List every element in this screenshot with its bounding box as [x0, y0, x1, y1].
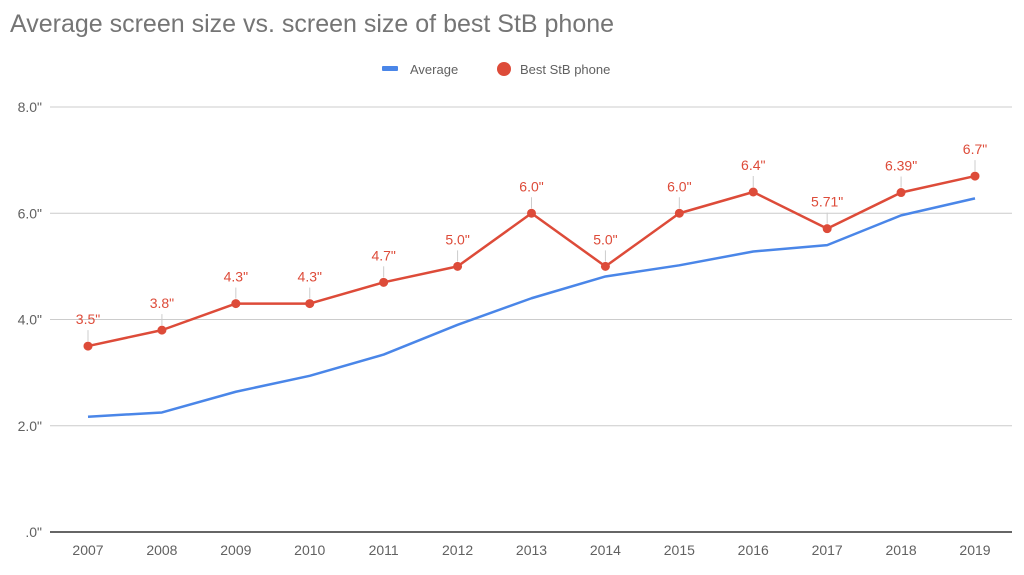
legend-swatch-average — [382, 66, 398, 71]
data-point — [896, 188, 906, 198]
data-point — [83, 341, 93, 351]
data-label: 5.0" — [593, 231, 617, 247]
data-label: 4.3" — [298, 269, 322, 285]
chart-title: Average screen size vs. screen size of b… — [10, 10, 615, 38]
x-tick-label: 2013 — [516, 542, 547, 558]
y-tick-label: 6.0" — [18, 205, 42, 221]
x-tick-label: 2019 — [959, 542, 990, 558]
data-label: 4.3" — [224, 269, 248, 285]
data-point — [231, 299, 241, 309]
x-tick-label: 2018 — [886, 542, 917, 558]
x-tick-label: 2011 — [369, 542, 399, 558]
x-tick-label: 2008 — [146, 542, 177, 558]
data-label: 6.39" — [885, 158, 917, 174]
y-tick-label: 2.0" — [18, 418, 42, 434]
data-label: 6.4" — [741, 157, 765, 173]
data-point — [674, 208, 684, 218]
data-label: 6.0" — [519, 178, 543, 194]
legend-swatch-best-stb-phone — [497, 62, 511, 76]
series-line-average — [87, 197, 976, 418]
data-label: 6.0" — [667, 178, 691, 194]
legend-label-average: Average — [410, 62, 458, 77]
x-tick-label: 2012 — [442, 542, 473, 558]
x-tick-label: 2010 — [294, 542, 325, 558]
data-label: 4.7" — [371, 247, 395, 263]
y-tick-label: 8.0" — [18, 99, 42, 115]
data-point — [379, 277, 389, 287]
y-tick-label: .0" — [25, 524, 42, 540]
legend-label-best-stb-phone: Best StB phone — [520, 62, 610, 77]
data-point — [305, 299, 315, 309]
data-point — [527, 208, 536, 218]
data-point — [600, 261, 610, 271]
data-point — [822, 224, 832, 234]
data-label: 5.71" — [811, 194, 843, 210]
data-point — [157, 325, 167, 335]
data-label: 3.5" — [76, 311, 100, 327]
data-point — [453, 261, 463, 271]
x-tick-label: 2017 — [812, 542, 843, 558]
x-tick-label: 2007 — [72, 542, 103, 558]
x-tick-label: 2015 — [664, 542, 695, 558]
x-tick-label: 2016 — [738, 542, 769, 558]
x-tick-label: 2009 — [220, 542, 251, 558]
x-tick-label: 2014 — [590, 542, 621, 558]
y-tick-label: 4.0" — [18, 312, 42, 328]
data-point — [748, 187, 758, 197]
data-point — [970, 171, 980, 181]
data-label: 3.8" — [150, 295, 174, 311]
data-label: 5.0" — [445, 231, 469, 247]
data-label: 6.7" — [963, 141, 987, 157]
